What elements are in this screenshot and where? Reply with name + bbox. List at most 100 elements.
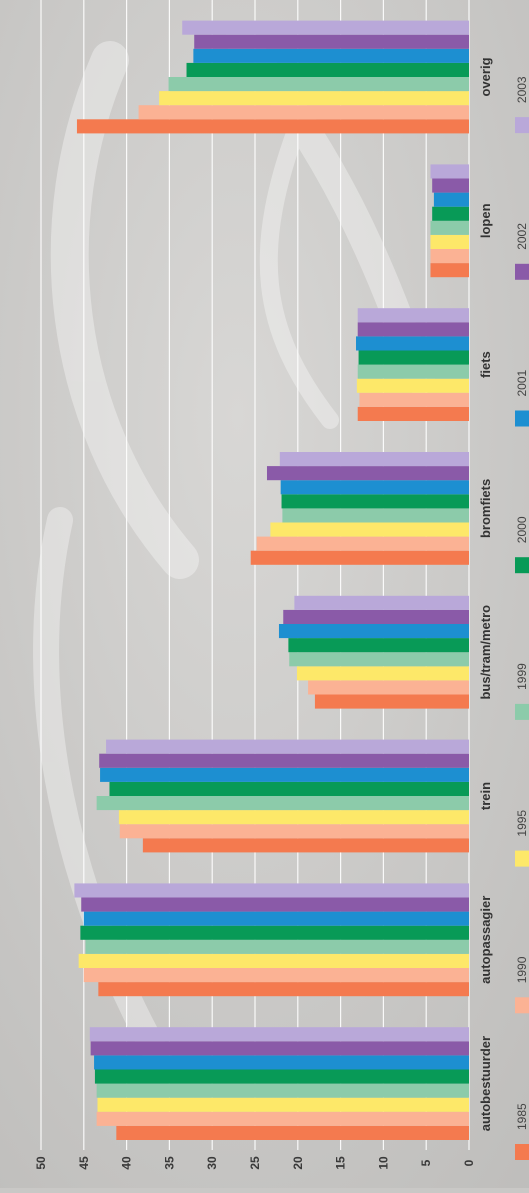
bar	[282, 508, 469, 523]
bar	[289, 652, 469, 667]
bar	[283, 609, 469, 624]
bar	[357, 322, 469, 337]
bar	[193, 48, 470, 63]
legend-swatch	[515, 410, 529, 427]
x-tick-label: 40	[120, 1156, 134, 1170]
x-tick-label: 10	[376, 1156, 390, 1170]
x-tick-label: 20	[291, 1156, 305, 1170]
legend-swatch	[515, 703, 529, 720]
bar	[357, 406, 469, 421]
bar	[359, 392, 469, 407]
category-label: autopassagier	[478, 896, 493, 984]
bar	[294, 595, 469, 610]
x-tick-label: 5	[419, 1159, 433, 1166]
bar	[94, 1069, 469, 1084]
category-label: trein	[478, 782, 493, 810]
bar	[266, 466, 469, 481]
bar	[90, 1041, 469, 1056]
bar	[296, 666, 469, 681]
bar	[83, 911, 470, 926]
bar	[357, 364, 469, 379]
bar	[168, 77, 469, 92]
legend-label: 2001	[515, 369, 529, 396]
bar	[278, 624, 469, 639]
bar	[96, 1111, 469, 1126]
bar	[100, 767, 470, 782]
bar	[356, 336, 469, 351]
bar	[430, 164, 469, 179]
bar	[159, 91, 470, 106]
axis-tick-labels: 0 5 10 15 20 25 30 35 40 45 50	[34, 1156, 476, 1170]
legend-swatch	[515, 997, 529, 1014]
bar	[74, 883, 469, 898]
x-tick-label: 25	[248, 1156, 262, 1170]
category-label: overig	[478, 57, 493, 96]
bar	[80, 925, 469, 940]
bar	[96, 1083, 469, 1098]
bar	[357, 308, 469, 323]
bar	[98, 982, 470, 997]
x-tick-label: 50	[34, 1156, 48, 1170]
legend: 1985 1990 1995 1999 2000 2001 2002 2003	[515, 76, 529, 1160]
bar	[78, 953, 469, 968]
x-tick-label: 45	[77, 1156, 91, 1170]
legend-label: 1990	[515, 956, 529, 983]
bar	[76, 119, 470, 134]
x-tick-label: 30	[205, 1156, 219, 1170]
bar	[116, 1125, 469, 1140]
bar	[81, 897, 470, 912]
bar	[280, 480, 469, 495]
bar	[288, 638, 469, 653]
bar	[430, 220, 469, 235]
bar	[356, 378, 469, 393]
bar	[109, 781, 469, 796]
legend-label: 2000	[515, 516, 529, 543]
bar	[106, 739, 469, 754]
legend-swatch	[515, 263, 529, 280]
bars	[74, 20, 470, 1140]
bar	[314, 694, 469, 709]
legend-label: 2003	[515, 76, 529, 103]
bar	[186, 62, 469, 77]
bar	[432, 206, 469, 221]
bar	[279, 452, 469, 467]
x-tick-label: 35	[162, 1156, 176, 1170]
bar	[99, 753, 469, 768]
category-label: lopen	[478, 203, 493, 238]
legend-swatch	[515, 1144, 529, 1160]
bar	[89, 1027, 470, 1042]
bar	[433, 192, 469, 207]
bar	[250, 550, 469, 565]
legend-label: 2002	[515, 223, 529, 250]
category-label: fiets	[478, 351, 493, 378]
bar	[270, 522, 469, 537]
bar	[308, 680, 469, 695]
bar	[83, 968, 470, 983]
bar	[281, 494, 469, 509]
legend-label: 1985	[515, 1103, 529, 1130]
bar	[94, 1055, 470, 1070]
bar	[138, 105, 470, 120]
bar	[142, 838, 469, 853]
bar	[96, 796, 469, 811]
legend-swatch	[515, 117, 529, 134]
bar	[182, 20, 470, 35]
bar	[430, 263, 469, 278]
x-tick-label: 15	[334, 1156, 348, 1170]
bar	[194, 34, 469, 49]
bar	[432, 178, 469, 193]
category-label: bus/tram/metro	[478, 605, 493, 700]
category-label: bromfiets	[478, 479, 493, 538]
bar	[256, 536, 469, 551]
bar	[430, 249, 469, 264]
bar	[358, 350, 469, 365]
bar	[118, 810, 470, 825]
category-label: autobestuurder	[478, 1036, 493, 1131]
legend-label: 1995	[515, 810, 529, 837]
legend-label: 1999	[515, 663, 529, 690]
bar	[85, 939, 470, 954]
legend-swatch	[515, 850, 529, 867]
bar	[430, 234, 469, 249]
